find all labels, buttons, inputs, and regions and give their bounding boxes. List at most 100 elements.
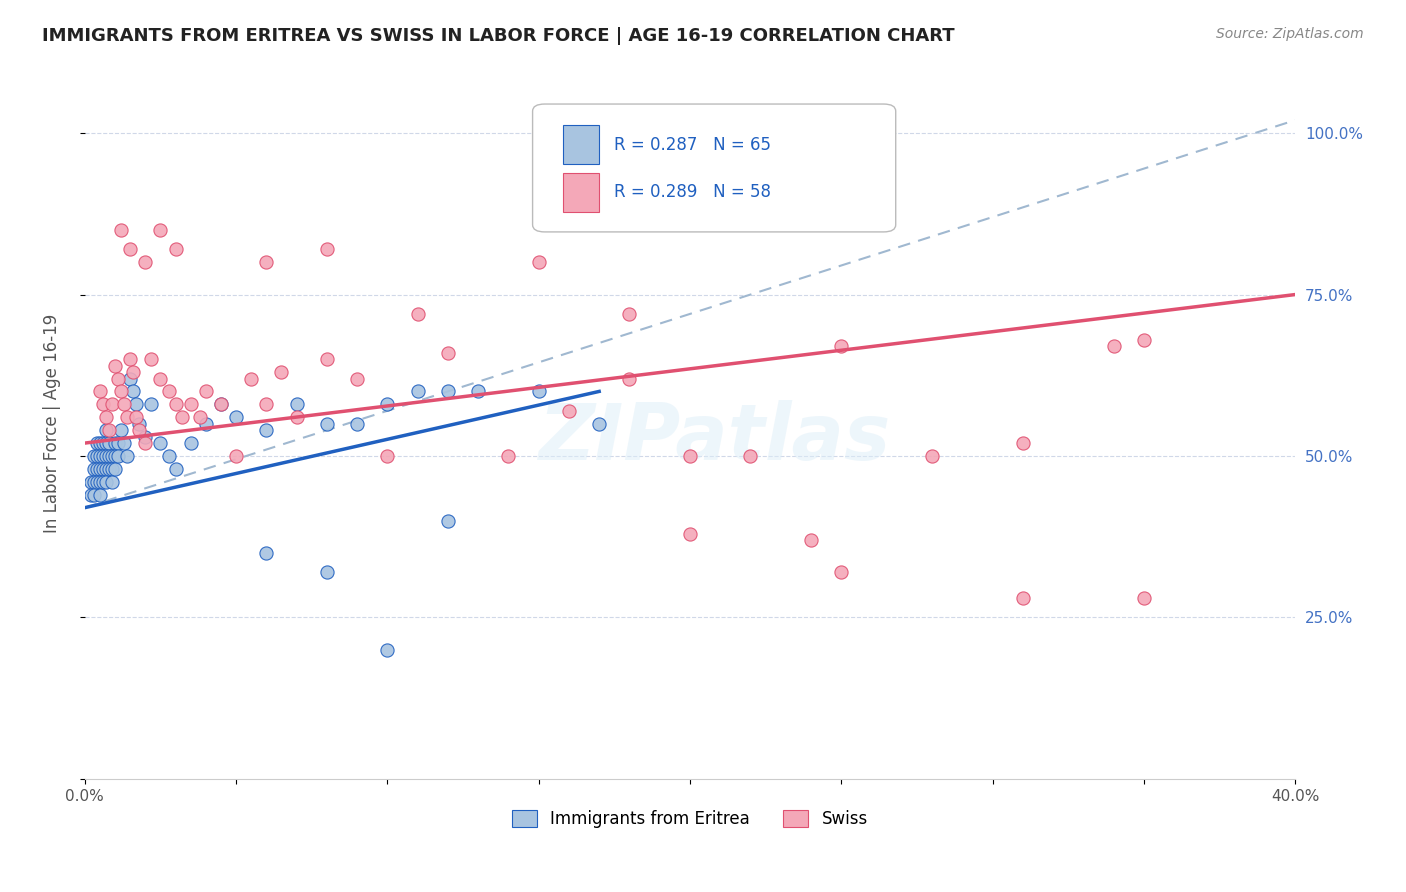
Point <box>406 307 429 321</box>
Point <box>134 436 156 450</box>
Point <box>1011 591 1033 606</box>
Point <box>209 397 232 411</box>
Point <box>110 423 132 437</box>
Point <box>97 449 120 463</box>
Point <box>1133 333 1156 347</box>
Point <box>149 436 172 450</box>
Point <box>437 514 460 528</box>
Point <box>89 475 111 489</box>
Point <box>315 566 337 580</box>
Point <box>740 449 762 463</box>
Point <box>83 462 105 476</box>
Point <box>115 410 138 425</box>
Point <box>97 436 120 450</box>
Point <box>128 423 150 437</box>
Point <box>225 410 247 425</box>
Point <box>194 417 217 431</box>
Point <box>527 255 550 269</box>
Point <box>225 449 247 463</box>
Text: R = 0.287   N = 65: R = 0.287 N = 65 <box>613 136 770 154</box>
Point <box>165 397 187 411</box>
Text: IMMIGRANTS FROM ERITREA VS SWISS IN LABOR FORCE | AGE 16-19 CORRELATION CHART: IMMIGRANTS FROM ERITREA VS SWISS IN LABO… <box>42 27 955 45</box>
Point <box>437 345 460 359</box>
Point <box>112 436 135 450</box>
Point <box>209 397 232 411</box>
Text: R = 0.289   N = 58: R = 0.289 N = 58 <box>613 184 770 202</box>
Point <box>101 397 124 411</box>
Point <box>467 384 489 399</box>
Point <box>122 384 145 399</box>
Point <box>86 436 108 450</box>
Point <box>315 352 337 367</box>
Y-axis label: In Labor Force | Age 16-19: In Labor Force | Age 16-19 <box>44 314 60 533</box>
Point <box>270 365 292 379</box>
Text: Source: ZipAtlas.com: Source: ZipAtlas.com <box>1216 27 1364 41</box>
Point <box>107 371 129 385</box>
Point <box>679 449 702 463</box>
Point <box>180 397 202 411</box>
Point <box>110 384 132 399</box>
Point <box>619 371 641 385</box>
Point <box>406 384 429 399</box>
Point <box>115 449 138 463</box>
Point <box>141 352 163 367</box>
Point <box>588 417 610 431</box>
Point <box>104 449 127 463</box>
Point <box>159 384 181 399</box>
Point <box>921 449 943 463</box>
Point <box>94 462 117 476</box>
Point <box>86 462 108 476</box>
Point <box>194 384 217 399</box>
Point <box>122 365 145 379</box>
Point <box>83 449 105 463</box>
Point <box>86 475 108 489</box>
Point <box>375 449 398 463</box>
Point <box>94 436 117 450</box>
Point <box>89 488 111 502</box>
Point <box>94 449 117 463</box>
Point <box>165 462 187 476</box>
Point <box>254 255 277 269</box>
Point <box>91 397 114 411</box>
Point <box>94 475 117 489</box>
Point <box>80 488 103 502</box>
Point <box>285 410 308 425</box>
Point <box>91 475 114 489</box>
Point <box>80 475 103 489</box>
Point <box>89 449 111 463</box>
Point <box>89 462 111 476</box>
Point <box>1102 339 1125 353</box>
Point <box>120 352 142 367</box>
Point <box>800 533 823 547</box>
Point <box>315 243 337 257</box>
Point <box>149 223 172 237</box>
Point <box>1011 436 1033 450</box>
Bar <box>562 126 599 164</box>
Point <box>498 449 520 463</box>
Point <box>112 397 135 411</box>
Point <box>527 384 550 399</box>
Point <box>91 449 114 463</box>
Point <box>346 417 368 431</box>
Point <box>165 243 187 257</box>
Point <box>89 384 111 399</box>
Point <box>128 417 150 431</box>
Point <box>104 359 127 373</box>
Point <box>104 436 127 450</box>
Point <box>83 488 105 502</box>
Point <box>254 423 277 437</box>
Point <box>375 397 398 411</box>
Point <box>94 423 117 437</box>
Point <box>180 436 202 450</box>
Point <box>97 423 120 437</box>
Point <box>679 526 702 541</box>
Point <box>346 371 368 385</box>
Legend: Immigrants from Eritrea, Swiss: Immigrants from Eritrea, Swiss <box>505 803 875 835</box>
Point <box>141 397 163 411</box>
Point <box>120 243 142 257</box>
Point <box>83 475 105 489</box>
Point <box>619 307 641 321</box>
Point <box>1133 591 1156 606</box>
Point <box>240 371 263 385</box>
Point <box>254 397 277 411</box>
